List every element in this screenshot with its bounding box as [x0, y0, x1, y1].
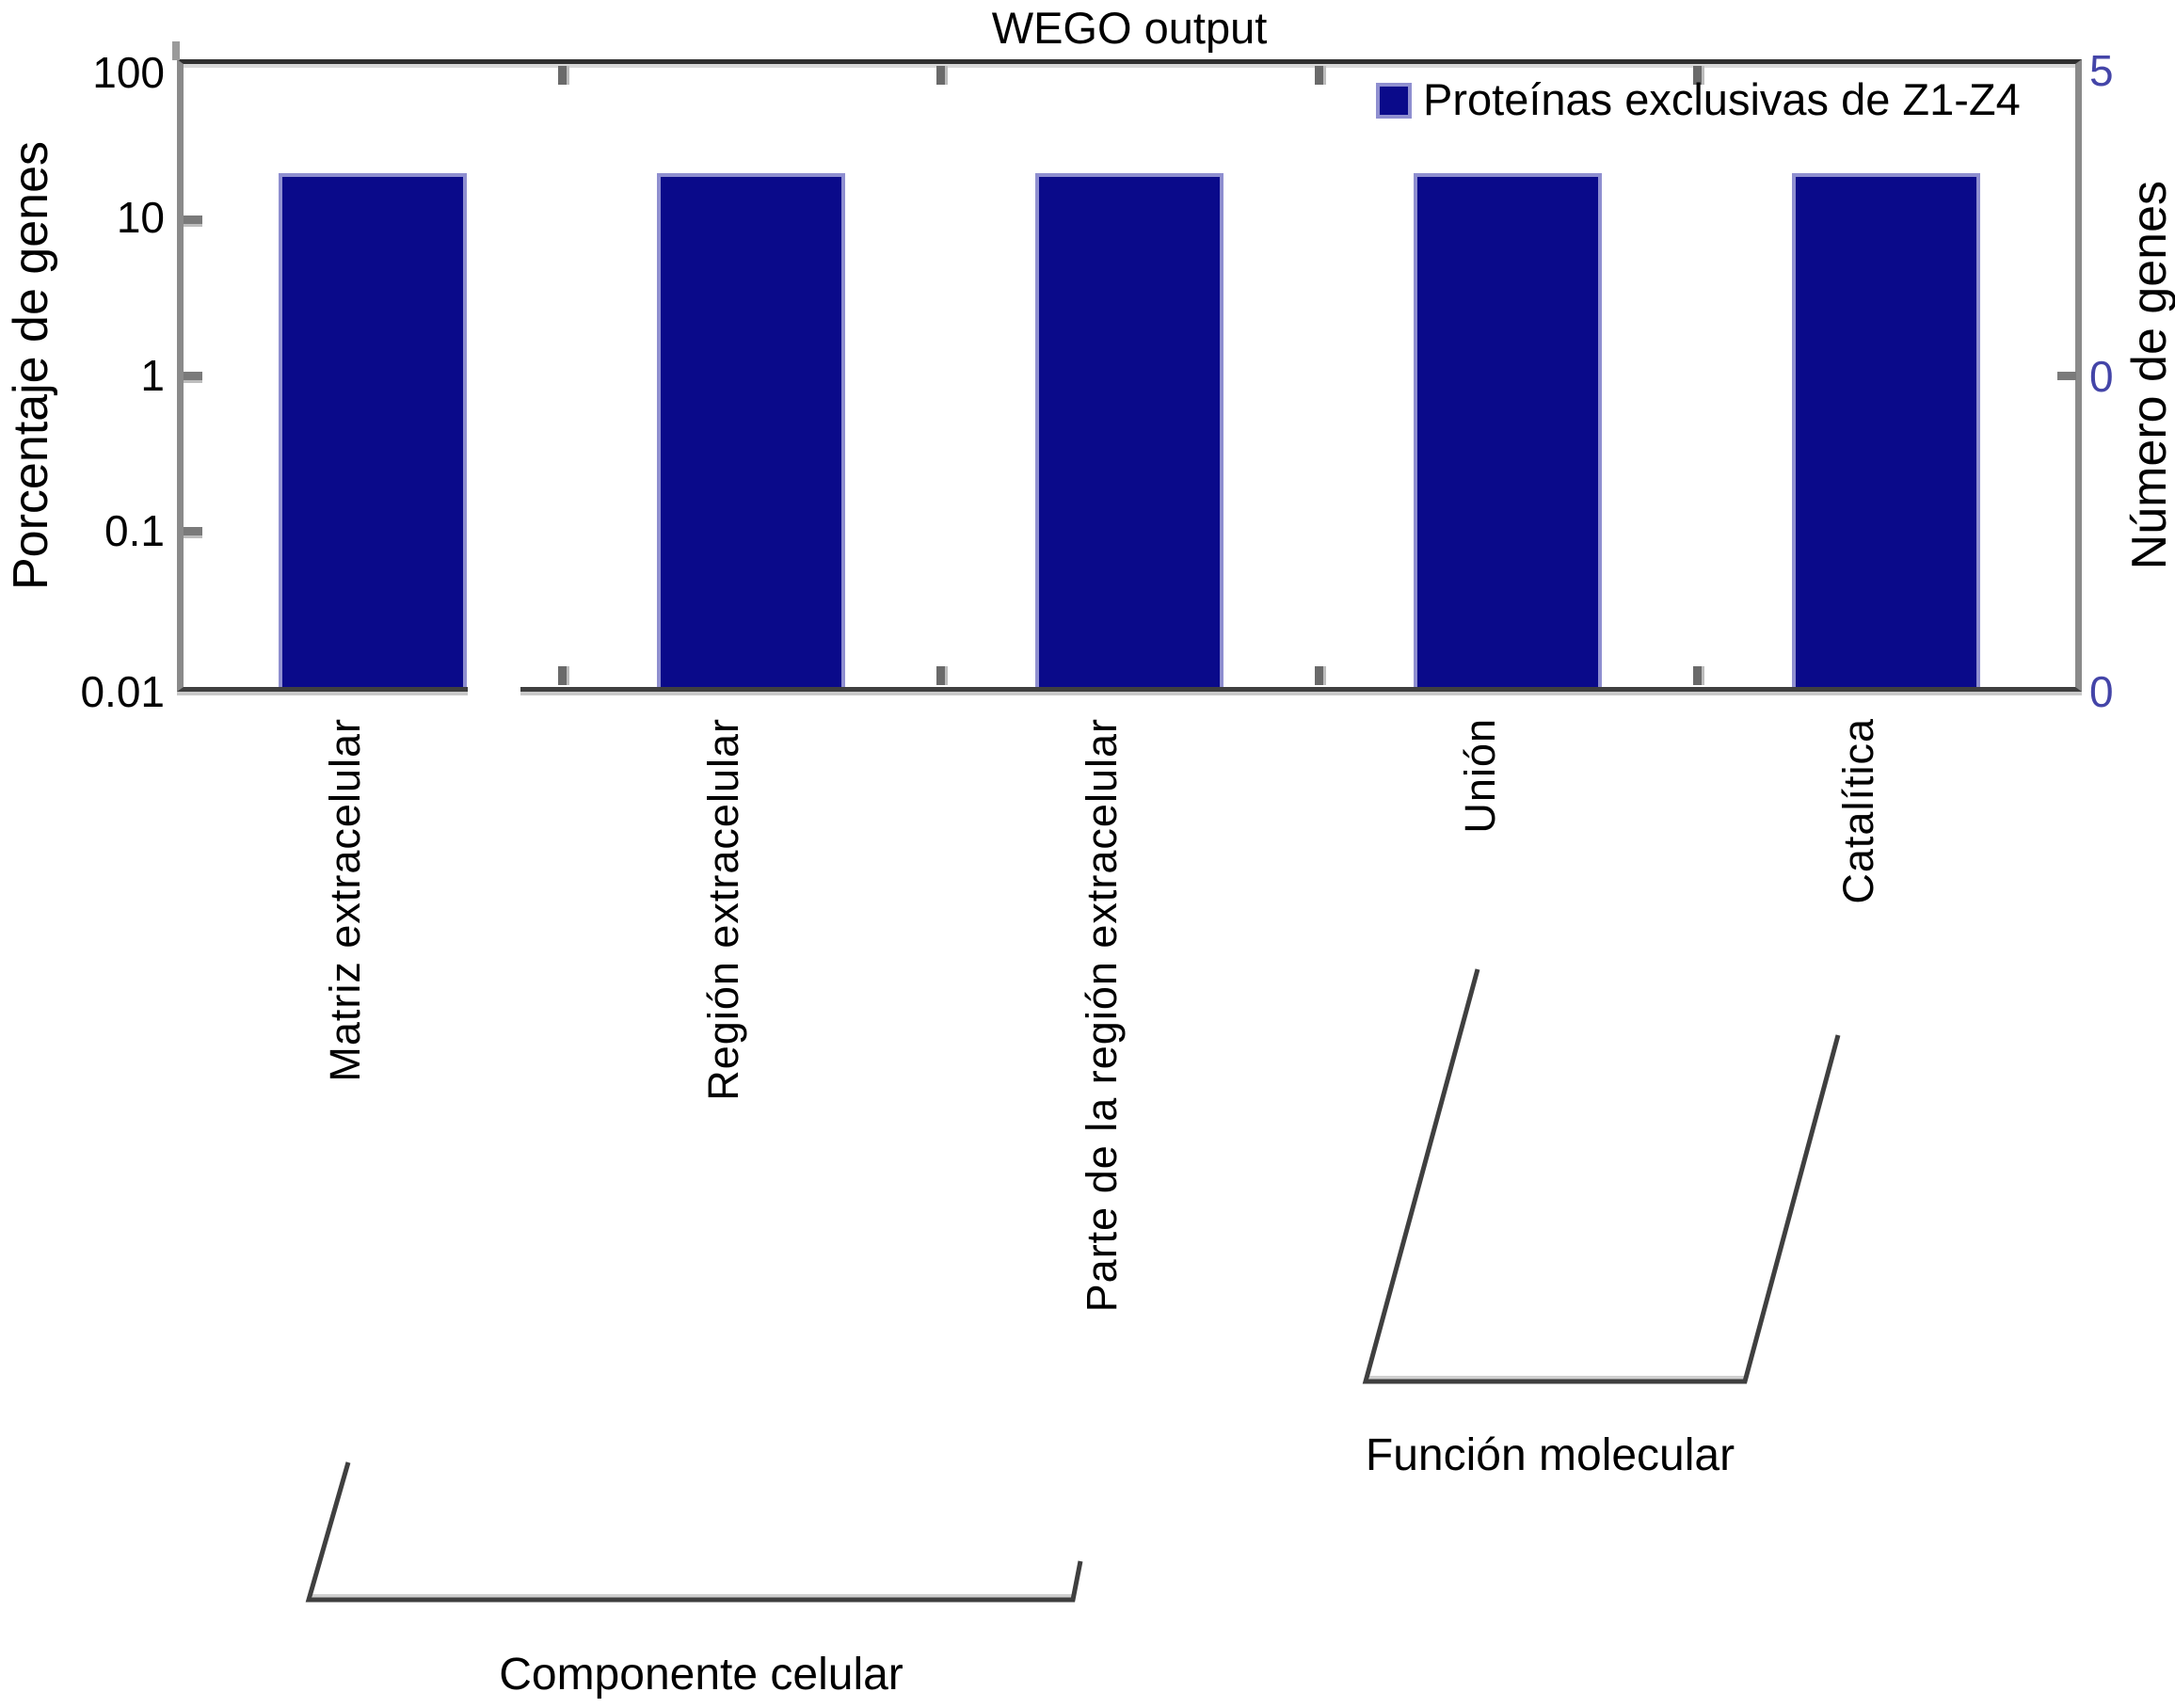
y-axis-tick	[184, 215, 202, 224]
chart-title: WEGO output	[991, 3, 1268, 53]
x-axis-tick	[558, 666, 567, 685]
axis-corner-tick	[172, 41, 180, 60]
legend-swatch	[1376, 83, 1412, 119]
group-label-cellular-component: Componente celular	[499, 1650, 904, 1700]
group-bracket-molecular-function	[1362, 968, 1841, 1384]
axis-gap-artifact	[468, 686, 520, 696]
x-axis-tick	[1315, 666, 1323, 685]
bar	[279, 173, 467, 692]
x-axis-tick	[558, 66, 567, 85]
x-axis-tick	[936, 666, 945, 685]
right-axis-tick	[2057, 372, 2076, 380]
x-axis-tick	[1315, 66, 1323, 85]
group-label-molecular-function: Función molecular	[1365, 1430, 1735, 1480]
bar	[1792, 173, 1980, 692]
right-axis-tick-label: 0	[2089, 667, 2114, 716]
y-axis-tick-label: 1	[140, 351, 165, 400]
y-axis-tick-label: 10	[116, 193, 165, 242]
x-axis-tick	[1693, 666, 1702, 685]
bar	[1414, 173, 1602, 692]
bar	[1035, 173, 1223, 692]
legend-label: Proteínas exclusivas de Z1-Z4	[1423, 74, 2021, 124]
y-axis-tick	[184, 372, 202, 380]
y-axis-tick-label: 0.01	[80, 667, 165, 716]
right-axis-tick-label: 0	[2089, 352, 2114, 401]
right-axis-tick-label: 5	[2089, 46, 2114, 95]
bar	[657, 173, 845, 692]
group-bracket-cellular-component	[305, 1461, 1083, 1603]
plot-frame	[177, 59, 2082, 692]
x-axis-tick	[1693, 66, 1702, 85]
y-axis-tick-label: 0.1	[104, 506, 165, 555]
x-axis-tick	[936, 66, 945, 85]
y-axis-tick-label: 100	[92, 48, 165, 97]
y-axis-tick	[184, 527, 202, 535]
